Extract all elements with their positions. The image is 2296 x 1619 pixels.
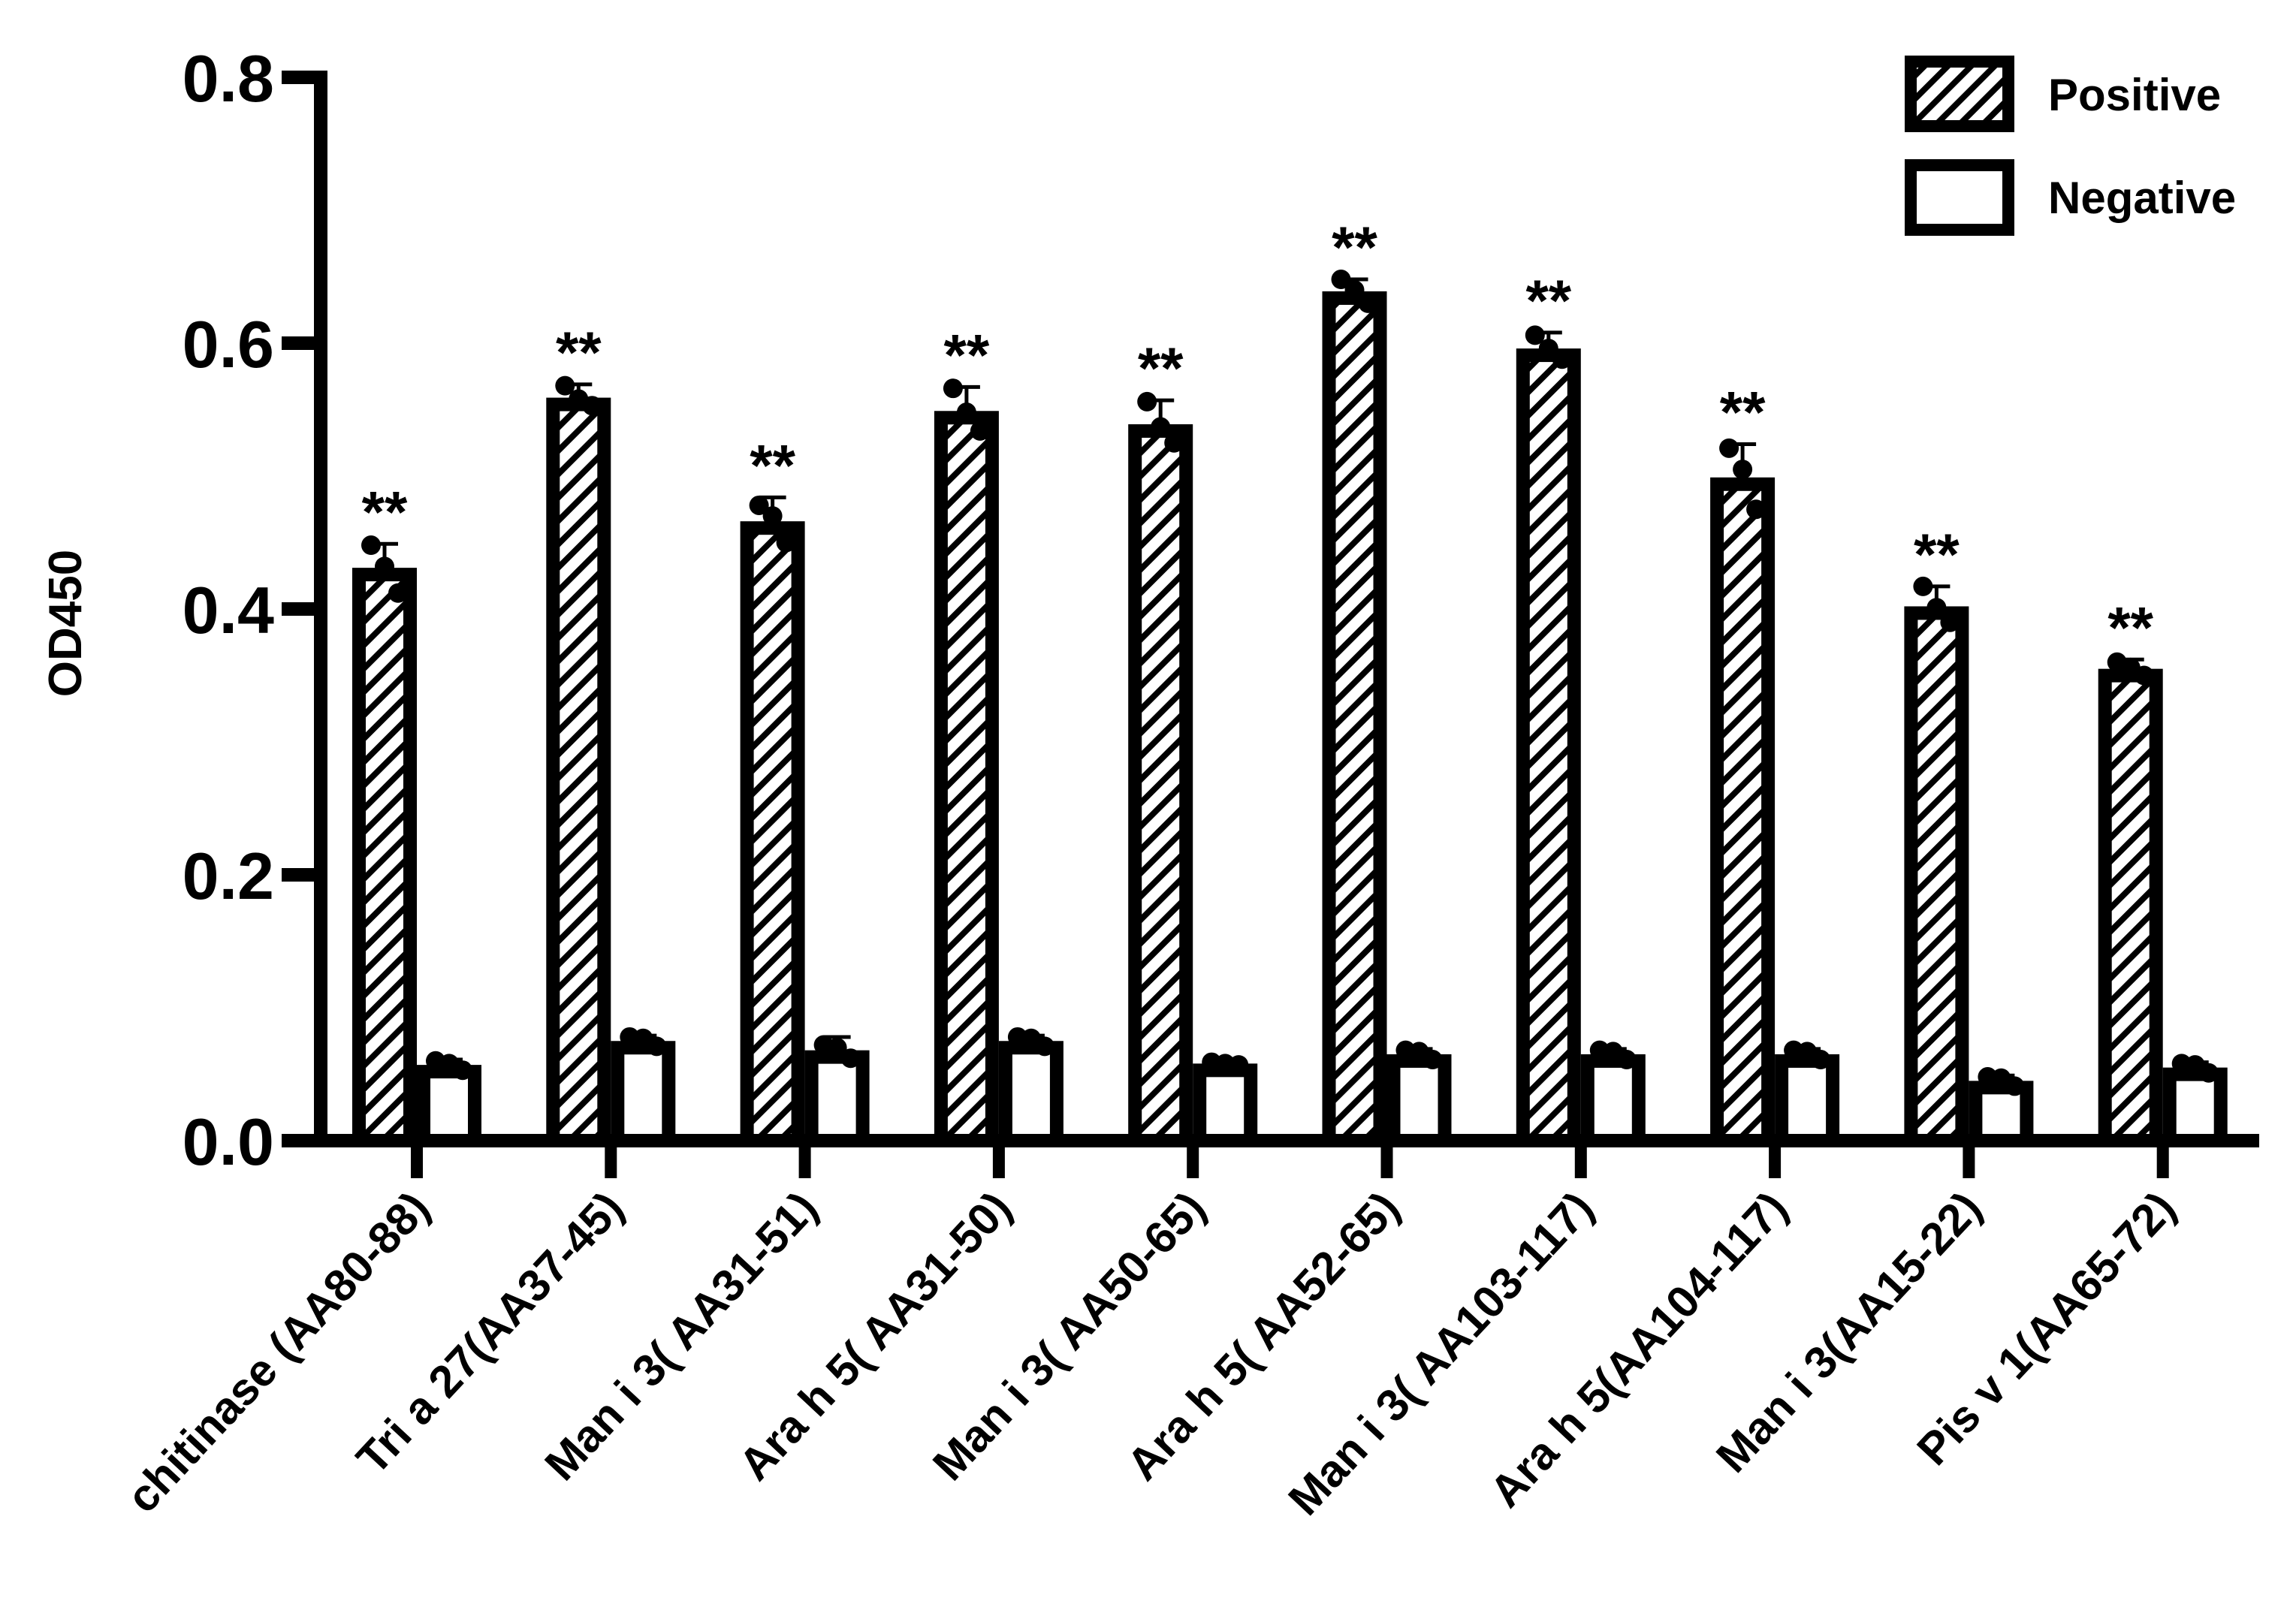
empty-swatch-icon xyxy=(1905,159,2014,236)
bar-group: ** xyxy=(1516,267,1646,1148)
bar-positive xyxy=(934,411,999,1147)
significance-marker: ** xyxy=(1525,267,1571,333)
data-point xyxy=(1034,1036,1054,1057)
bar-group: ** xyxy=(2098,594,2228,1148)
data-point xyxy=(1811,1050,1831,1070)
data-point xyxy=(1719,438,1739,458)
data-point xyxy=(2198,1063,2219,1083)
x-axis: chitinase (AA80-88)Tri a 27(AA37-45)Man … xyxy=(117,1134,2259,1524)
data-point xyxy=(1616,1050,1637,1070)
y-axis: 0.0 0.2 0.4 0.6 0.8 xyxy=(183,41,327,1179)
bar-group: ** xyxy=(934,321,1064,1147)
bar-negative xyxy=(1193,1063,1258,1147)
data-point xyxy=(1525,325,1545,345)
significance-marker: ** xyxy=(1138,335,1184,401)
data-point xyxy=(970,421,990,441)
bar-group: ** xyxy=(1710,379,1840,1147)
bar-negative xyxy=(2162,1067,2228,1148)
bar-positive xyxy=(1322,291,1387,1148)
bar-negative xyxy=(611,1041,676,1147)
legend-item-positive: Positive xyxy=(1905,56,2221,132)
y-tick-label: 0.4 xyxy=(183,573,274,647)
y-axis-title: OD450 xyxy=(40,550,92,697)
data-point xyxy=(840,1048,861,1069)
data-point xyxy=(1913,576,1933,596)
bar-positive xyxy=(1710,477,1776,1147)
bar-positive xyxy=(1128,424,1193,1147)
y-tick-label: 0.6 xyxy=(183,307,274,381)
y-tick-label: 0.2 xyxy=(183,839,274,913)
data-point xyxy=(762,506,783,526)
data-point xyxy=(1331,270,1351,290)
significance-marker: ** xyxy=(556,319,602,385)
legend-label-negative: Negative xyxy=(2048,173,2236,223)
bar-negative xyxy=(804,1050,870,1148)
data-point xyxy=(1344,280,1365,300)
bar-negative xyxy=(1386,1054,1452,1147)
bar-positive xyxy=(1904,606,1969,1147)
data-point xyxy=(1746,499,1767,520)
bar-positive xyxy=(352,568,417,1147)
hatched-swatch-icon xyxy=(1905,56,2014,132)
y-tick-label: 0.8 xyxy=(183,41,274,116)
bar-negative xyxy=(1775,1054,1840,1147)
data-point xyxy=(956,402,976,423)
significance-marker: ** xyxy=(1720,379,1766,445)
data-point xyxy=(388,583,408,603)
data-point xyxy=(2005,1076,2025,1096)
legend: Positive Negative xyxy=(1905,56,2236,236)
legend-label-positive: Positive xyxy=(2048,70,2221,120)
data-point xyxy=(555,375,575,396)
data-point xyxy=(2134,665,2154,686)
data-point xyxy=(943,378,963,399)
data-point xyxy=(1358,293,1378,313)
data-point xyxy=(453,1060,472,1081)
bar-groups: ** ** ** ** ** ** ** ** ** ** xyxy=(352,214,2228,1148)
bar-group: ** xyxy=(1904,521,2034,1147)
data-point xyxy=(582,396,602,416)
significance-marker: ** xyxy=(1332,214,1377,280)
legend-item-negative: Negative xyxy=(1905,159,2236,236)
significance-marker: ** xyxy=(750,432,795,498)
bar-negative xyxy=(417,1065,481,1147)
data-point xyxy=(776,532,796,553)
bar-negative xyxy=(1580,1054,1646,1147)
data-point xyxy=(1229,1055,1249,1075)
data-point xyxy=(1733,460,1753,480)
data-point xyxy=(1151,417,1171,437)
data-point xyxy=(1164,433,1184,453)
bar-group: ** xyxy=(352,478,481,1147)
data-point xyxy=(1538,339,1558,359)
significance-marker: ** xyxy=(2107,594,2153,660)
data-point xyxy=(1926,598,1947,618)
data-point xyxy=(361,535,381,556)
y-tick-label: 0.0 xyxy=(183,1105,274,1179)
data-point xyxy=(827,1038,847,1058)
bar-group: ** xyxy=(1322,214,1452,1148)
bar-group: ** xyxy=(1128,335,1258,1147)
data-point xyxy=(1423,1050,1443,1070)
bar-negative xyxy=(998,1041,1064,1147)
data-point xyxy=(375,556,394,577)
significance-marker: ** xyxy=(362,478,408,544)
significance-marker: ** xyxy=(944,321,990,387)
data-point xyxy=(647,1036,667,1057)
data-point xyxy=(749,495,769,515)
data-point xyxy=(1137,391,1157,412)
bar-group: ** xyxy=(546,319,676,1147)
bar-positive xyxy=(2098,668,2163,1147)
data-point xyxy=(1940,612,1960,632)
bar-positive xyxy=(546,397,611,1147)
bar-positive xyxy=(1516,348,1581,1148)
bar-positive xyxy=(740,521,805,1147)
significance-marker: ** xyxy=(1914,521,1960,587)
bar-group: ** xyxy=(740,432,870,1148)
data-point xyxy=(1552,349,1572,369)
bar-negative xyxy=(1969,1081,2034,1147)
